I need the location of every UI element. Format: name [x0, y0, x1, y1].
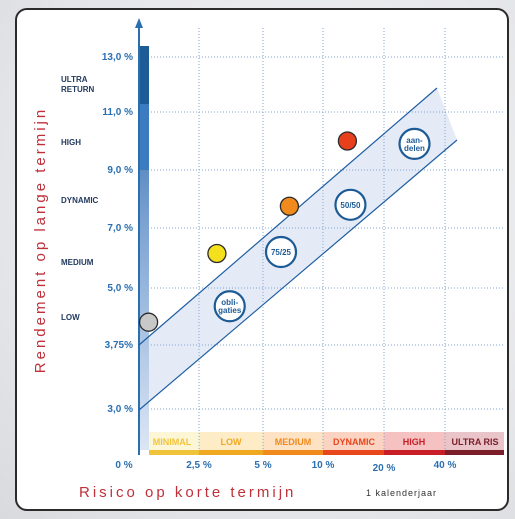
chart-svg: 3,0 % 3,75% 5,0 % 7,0 % 9,0 % 11,0 % 13,0 % LOW… [32, 18, 504, 501]
risk-band-label: HIGH [403, 437, 426, 447]
x-tick-label: 2,5 % [186, 460, 212, 471]
y-tick-label: 3,75% [105, 340, 133, 351]
portfolio-label: obli-gaties [218, 298, 242, 315]
risk-band-bar-4 [384, 450, 445, 455]
y-tick-label: 13,0 % [102, 52, 133, 63]
portfolio-label: 50/50 [340, 201, 361, 210]
risk-band-bg-2 [263, 432, 323, 450]
y-tick-label: 9,0 % [107, 165, 133, 176]
risk-band-bg-1 [199, 432, 263, 450]
portfolio-marker [213, 290, 246, 323]
data-point [207, 243, 227, 264]
y-tick-label: 7,0 % [107, 223, 133, 234]
risk-band-label: DYNAMIC [333, 437, 375, 447]
risk-band-bar-1 [199, 450, 263, 455]
data-point [337, 131, 358, 151]
x-tick-label: 0 % [115, 460, 132, 471]
x-tick-label: 20 % [373, 463, 396, 474]
risk-band-label: MEDIUM [275, 437, 312, 447]
y-gradient-bar [139, 46, 149, 450]
data-point [138, 312, 159, 332]
risk-band-bar-5 [445, 450, 504, 455]
y-category-label: HIGH [61, 138, 81, 147]
portfolio-marker [334, 188, 367, 221]
data-point [279, 196, 300, 216]
risk-return-corridor [139, 88, 457, 410]
risk-band-bar-2 [263, 450, 323, 455]
y-category-label: MEDIUM [61, 258, 94, 267]
risk-band-bar-3 [323, 450, 384, 455]
risk-band-bar-0 [149, 450, 199, 455]
x-axis-subtitle: 1 kalenderjaar [366, 488, 437, 498]
risk-band-label: ULTRA RIS [452, 437, 499, 447]
portfolio-marker [398, 127, 431, 160]
y-category-label: LOW [61, 313, 80, 322]
y-axis-title: Rendement op lange termijn [32, 107, 49, 373]
y-category-label: ULTRA RETURN [61, 75, 95, 94]
y-tick-label: 3,0 % [107, 404, 133, 415]
y-axis-arrow [135, 18, 143, 28]
portfolio-label: 75/25 [271, 248, 292, 257]
x-tick-label: 40 % [434, 460, 457, 471]
y-tick-label: 11,0 % [102, 107, 133, 118]
portfolio-label: aan-delen [404, 136, 425, 153]
risk-band-bg-5 [445, 432, 504, 450]
portfolio-marker [264, 235, 298, 269]
upper-trend-line [138, 87, 438, 346]
risk-band-label: LOW [221, 437, 242, 447]
risk-band-bg-0 [149, 432, 199, 450]
x-axis-title: Risico op korte termijn [79, 484, 296, 501]
y-category-label: DYNAMIC [61, 196, 99, 205]
chart-card: 3,0 % 3,75% 5,0 % 7,0 % 9,0 % 11,0 % 13,0 % LOW… [15, 8, 509, 511]
x-tick-label: 5 % [254, 460, 271, 471]
lower-trend-line [138, 139, 458, 411]
risk-band-bg-4 [384, 432, 445, 450]
risk-band-label: MINIMAL [153, 437, 192, 447]
risk-band-bg-3 [323, 432, 384, 450]
y-tick-label: 5,0 % [107, 283, 133, 294]
y-bar-mid-segment [139, 104, 149, 170]
x-tick-label: 10 % [312, 460, 335, 471]
